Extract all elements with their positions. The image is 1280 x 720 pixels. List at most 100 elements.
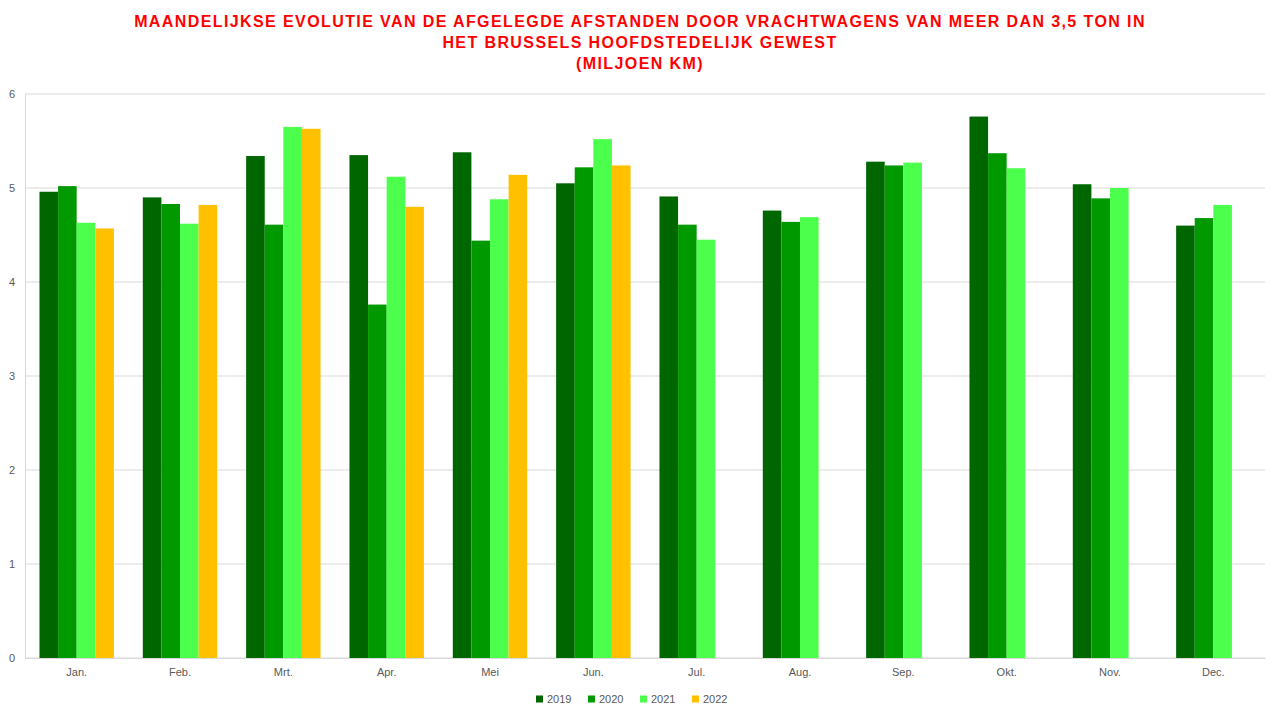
y-axis: 0 1 2 3 4 5 6	[9, 88, 26, 664]
x-tick-label: Dec.	[1202, 666, 1225, 678]
chart-title: MAANDELIJKSE EVOLUTIE VAN DE AFGELEGDE A…	[134, 13, 1146, 72]
chart-title-line: HET BRUSSELS HOOFDSTEDELIJK GEWEST	[442, 34, 837, 51]
y-axis-line	[25, 95, 26, 659]
x-tick: Feb.	[169, 658, 191, 678]
bar	[1110, 188, 1129, 658]
y-tick: 1	[9, 558, 25, 570]
legend-swatch	[640, 696, 647, 703]
y-tick-label: 4	[9, 276, 15, 288]
x-tick-label: Jul.	[688, 666, 705, 678]
bar	[556, 183, 575, 658]
bar	[265, 225, 284, 658]
bar	[903, 163, 922, 658]
x-tick-label: Mei	[481, 666, 499, 678]
grid-line	[25, 94, 1265, 95]
bar	[1091, 198, 1110, 658]
bar	[39, 192, 58, 658]
x-tick-label: Feb.	[169, 666, 191, 678]
bar	[180, 224, 199, 658]
y-tick-label: 3	[9, 370, 15, 382]
bar	[781, 222, 800, 658]
y-tick: 6	[9, 88, 25, 100]
legend-label: 2020	[599, 693, 623, 705]
bar	[866, 162, 885, 658]
y-tick-label: 2	[9, 464, 15, 476]
bar	[988, 153, 1007, 658]
x-tick: Dec.	[1202, 658, 1225, 678]
legend-swatch	[588, 696, 595, 703]
y-tick-label: 6	[9, 88, 15, 100]
bar	[58, 186, 77, 658]
bar	[349, 155, 368, 658]
x-tick-label: Jan.	[66, 666, 87, 678]
x-tick-label: Aug.	[789, 666, 812, 678]
legend-item: 2021	[640, 693, 675, 705]
y-tick: 0	[9, 652, 25, 664]
x-tick-label: Okt.	[997, 666, 1017, 678]
y-tick-label: 0	[9, 652, 15, 664]
bar	[453, 152, 472, 658]
x-tick-label: Nov.	[1099, 666, 1121, 678]
bar	[800, 217, 819, 658]
x-tick-label: Apr.	[377, 666, 397, 678]
y-tick-label: 5	[9, 182, 15, 194]
bar	[405, 207, 424, 658]
legend-swatch	[692, 696, 699, 703]
x-tick: Apr.	[377, 658, 397, 678]
x-tick-label: Mrt.	[274, 666, 293, 678]
chart: MAANDELIJKSE EVOLUTIE VAN DE AFGELEGDE A…	[0, 0, 1280, 720]
bar	[575, 167, 594, 658]
x-tick: Sep.	[892, 658, 915, 678]
bar	[490, 199, 509, 658]
y-tick-label: 1	[9, 558, 15, 570]
bar	[697, 240, 716, 658]
bar	[1176, 226, 1195, 658]
legend-label: 2021	[651, 693, 675, 705]
bar	[387, 177, 406, 658]
bar	[246, 156, 265, 658]
x-axis-line	[26, 658, 1266, 659]
y-tick: 2	[9, 464, 25, 476]
y-tick: 5	[9, 182, 25, 194]
x-tick: Aug.	[789, 658, 812, 678]
bar	[593, 139, 612, 658]
legend-item: 2022	[692, 693, 727, 705]
bars	[39, 117, 1231, 658]
grid	[25, 94, 1265, 658]
chart-title-line: (MILJOEN KM)	[576, 55, 704, 72]
x-tick-label: Sep.	[892, 666, 915, 678]
bar	[143, 197, 162, 658]
x-tick: Jul.	[688, 658, 705, 678]
bar	[283, 127, 302, 658]
legend-item: 2019	[536, 693, 571, 705]
bar	[471, 241, 490, 658]
legend-label: 2022	[703, 693, 727, 705]
x-axis: Jan. Feb. Mrt. Apr. Mei Jun. Jul. Aug. Sep. Okt. N…	[26, 658, 1266, 678]
chart-title-line: MAANDELIJKSE EVOLUTIE VAN DE AFGELEGDE A…	[134, 13, 1146, 30]
x-tick: Mrt.	[274, 658, 293, 678]
bar	[199, 205, 218, 658]
bar	[95, 228, 114, 658]
bar	[161, 204, 180, 658]
bar	[509, 175, 528, 658]
x-tick: Okt.	[997, 658, 1017, 678]
bar	[1007, 168, 1026, 658]
legend-swatch	[536, 696, 543, 703]
bar	[1073, 184, 1092, 658]
bar	[1213, 205, 1232, 658]
bar	[659, 196, 678, 658]
x-tick: Mei	[481, 658, 499, 678]
bar	[885, 165, 904, 658]
bar	[612, 165, 631, 658]
x-tick: Jun.	[583, 658, 604, 678]
bar	[969, 117, 988, 658]
legend: 2019 2020 2021 2022	[536, 693, 727, 705]
bar	[77, 223, 96, 658]
legend-item: 2020	[588, 693, 623, 705]
x-tick-label: Jun.	[583, 666, 604, 678]
y-tick: 3	[9, 370, 25, 382]
bar	[763, 211, 782, 658]
bar	[302, 129, 321, 658]
y-tick: 4	[9, 276, 25, 288]
x-tick: Jan.	[66, 658, 87, 678]
